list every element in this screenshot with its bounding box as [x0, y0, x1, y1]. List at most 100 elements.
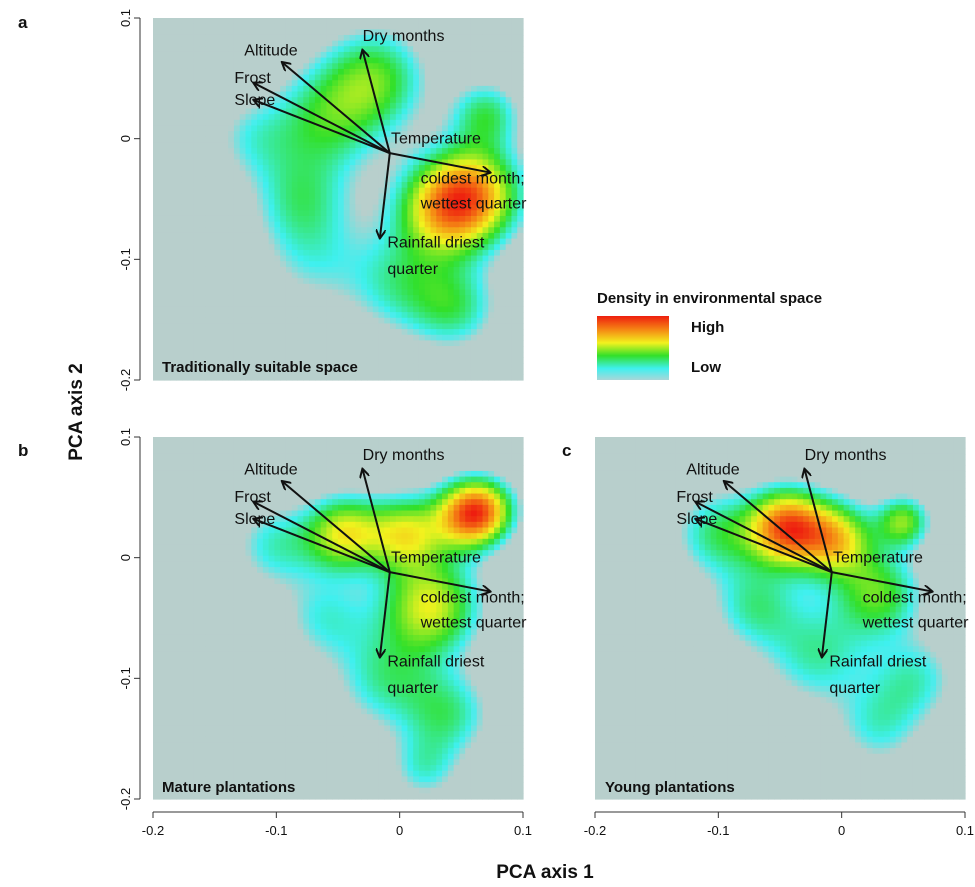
density-cell — [470, 238, 478, 245]
density-cell — [476, 131, 484, 138]
density-cell — [245, 18, 252, 25]
density-cell — [361, 437, 368, 444]
density-cell — [205, 210, 212, 217]
density-cell — [366, 119, 374, 127]
density-cell — [303, 249, 310, 257]
density-cell — [476, 227, 484, 234]
density-cell — [499, 51, 507, 59]
density-cell — [349, 261, 356, 268]
density-cell — [355, 300, 362, 308]
density-cell — [390, 46, 397, 53]
density-cell — [366, 351, 374, 358]
density-cell — [390, 255, 397, 262]
density-cell — [465, 289, 472, 296]
density-cell — [181, 334, 189, 342]
density-cell — [343, 97, 351, 104]
density-cell — [199, 46, 206, 53]
density-cell — [395, 244, 403, 251]
density-cell — [384, 34, 391, 42]
density-cell — [459, 170, 466, 177]
density-cell — [482, 499, 489, 506]
density-cell — [494, 51, 501, 59]
density-cell — [268, 85, 276, 93]
density-cell — [372, 278, 380, 285]
density-cell — [430, 51, 437, 59]
density-cell — [164, 499, 171, 506]
density-cell — [239, 300, 247, 308]
density-cell — [505, 125, 513, 132]
density-cell — [401, 34, 408, 42]
density-cell — [424, 221, 432, 228]
density-cell — [459, 363, 466, 370]
density-cell — [193, 136, 200, 144]
density-cell — [280, 91, 287, 98]
density-cell — [181, 476, 189, 483]
density-cell — [262, 346, 270, 353]
density-cell — [453, 238, 461, 245]
density-cell — [164, 437, 171, 444]
density-cell — [407, 85, 414, 93]
density-cell — [465, 493, 472, 500]
density-cell — [476, 465, 484, 472]
density-cell — [158, 119, 166, 127]
density-cell — [465, 40, 472, 47]
density-cell — [216, 68, 223, 76]
density-cell — [372, 91, 380, 98]
density-cell — [442, 97, 449, 104]
density-cell — [424, 244, 432, 251]
density-cell — [303, 85, 310, 93]
density-cell — [303, 476, 310, 483]
density-cell — [349, 182, 356, 189]
density-cell — [274, 23, 281, 30]
density-cell — [355, 272, 362, 279]
density-cell — [447, 504, 455, 512]
density-cell — [511, 493, 518, 500]
density-cell — [338, 165, 345, 172]
density-cell — [164, 261, 171, 268]
density-cell — [326, 306, 333, 313]
density-cell — [338, 448, 345, 455]
density-cell — [505, 249, 513, 257]
density-cell — [216, 244, 223, 251]
density-cell — [494, 312, 501, 319]
density-cell — [338, 142, 345, 149]
density-cell — [309, 204, 316, 211]
density-cell — [205, 170, 212, 177]
density-cell — [205, 272, 212, 279]
density-cell — [205, 176, 212, 183]
density-cell — [361, 85, 368, 93]
density-cell — [447, 482, 455, 489]
density-cell — [257, 68, 264, 76]
density-cell — [390, 170, 397, 177]
density-cell — [418, 334, 426, 342]
density-cell — [210, 510, 218, 517]
density-cell — [245, 312, 252, 319]
density-cell — [413, 493, 420, 500]
density-cell — [309, 312, 316, 319]
density-cell — [285, 136, 293, 144]
density-cell — [297, 199, 304, 206]
density-cell — [164, 476, 171, 483]
density-cell — [390, 295, 397, 302]
density-cell — [505, 57, 513, 64]
density-cell — [239, 317, 247, 325]
density-cell — [418, 148, 426, 155]
density-cell — [309, 18, 316, 25]
density-cell — [164, 68, 171, 76]
density-cell — [494, 215, 501, 223]
density-cell — [338, 29, 345, 36]
density-cell — [210, 210, 218, 217]
density-cell — [482, 295, 489, 302]
density-cell — [193, 46, 200, 53]
density-cell — [205, 357, 212, 364]
density-cell — [158, 74, 166, 81]
density-cell — [164, 102, 171, 110]
density-cell — [361, 199, 368, 206]
density-cell — [280, 510, 287, 517]
density-cell — [372, 368, 380, 375]
density-cell — [251, 187, 258, 194]
density-cell — [228, 204, 235, 211]
density-cell — [303, 363, 310, 370]
density-cell — [476, 317, 484, 325]
